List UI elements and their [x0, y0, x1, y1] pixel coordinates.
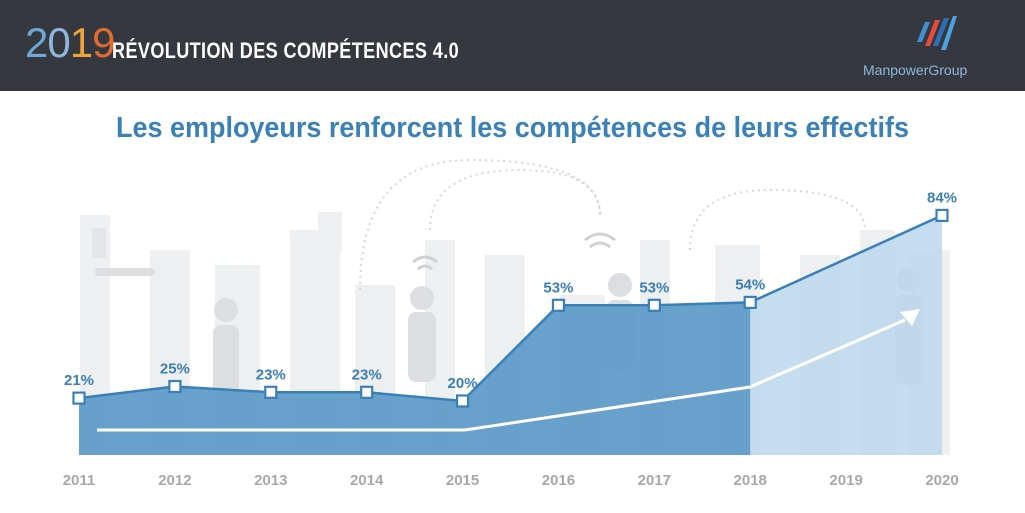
data-label-2014: 23% — [352, 366, 382, 383]
x-tick-2015: 2015 — [446, 472, 479, 489]
data-label-2012: 25% — [160, 361, 190, 378]
data-label-2018: 54% — [735, 276, 765, 293]
data-label-2016: 53% — [543, 279, 573, 296]
chart-title: Les employeurs renforcent les compétence… — [116, 112, 909, 144]
x-tick-2019: 2019 — [829, 472, 862, 489]
label-layer: 21% 25% 23% 23% 20% 53% 53% 54% 84% — [64, 189, 957, 392]
logo-text: ManpowerGroup — [863, 62, 968, 78]
skills-chart: 21% 25% 23% 23% 20% 53% 53% 54% 84% 2011 2012 2013… — [63, 158, 959, 489]
manpowergroup-logo: ManpowerGroup — [863, 12, 1003, 82]
tick-layer: 2011 2012 2013 2014 2015 2016 2017 2018 2019 2020 — [63, 472, 959, 489]
data-point-2017 — [647, 298, 661, 312]
x-tick-2016: 2016 — [542, 472, 575, 489]
marker-layer — [72, 208, 949, 408]
wifi-icon — [412, 232, 616, 271]
data-point-2011 — [72, 391, 86, 405]
header-bar: 2019 RÉVOLUTION DES COMPÉTENCES 4.0 Manp… — [0, 0, 1025, 91]
data-point-2018 — [743, 295, 757, 309]
report-year: 2019 — [25, 19, 115, 66]
x-tick-2013: 2013 — [254, 472, 287, 489]
data-label-2017: 53% — [639, 279, 669, 296]
data-point-2012 — [168, 379, 182, 394]
x-tick-2017: 2017 — [638, 472, 671, 489]
x-tick-2011: 2011 — [63, 472, 96, 489]
trend-arrowhead — [900, 309, 920, 326]
data-point-2020 — [935, 208, 949, 222]
data-label-2020: 84% — [927, 189, 957, 206]
projected-area — [750, 215, 942, 455]
area-layer — [79, 215, 942, 455]
data-label-2015: 20% — [448, 375, 478, 392]
x-tick-2014: 2014 — [350, 472, 384, 489]
data-label-2013: 23% — [256, 366, 286, 383]
report-title: RÉVOLUTION DES COMPÉTENCES 4.0 — [112, 38, 460, 63]
x-tick-2018: 2018 — [734, 472, 767, 489]
data-point-2014 — [360, 385, 374, 399]
x-tick-2012: 2012 — [158, 472, 191, 489]
x-tick-2020: 2020 — [925, 472, 958, 489]
data-point-2016 — [551, 298, 566, 312]
data-point-2013 — [264, 385, 278, 399]
data-label-2011: 21% — [64, 372, 94, 389]
actual-area — [79, 302, 751, 455]
logo-mark-icon — [917, 16, 957, 50]
trend-arrow-line — [97, 318, 906, 432]
connection-arcs — [359, 158, 866, 291]
data-point-2015 — [455, 394, 470, 408]
